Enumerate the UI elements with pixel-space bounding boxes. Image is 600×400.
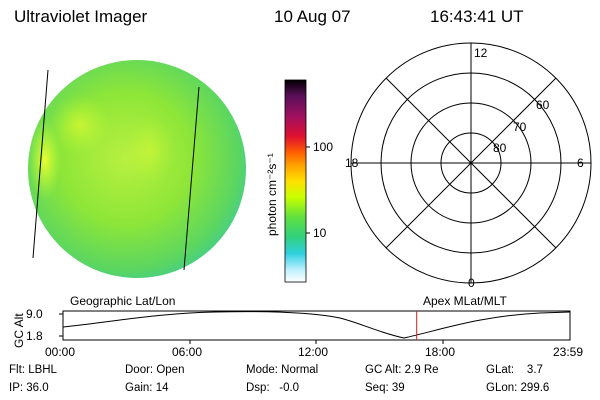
instrument-title: Ultraviolet Imager [14, 7, 148, 26]
timeline-x-tick: 18:00 [425, 345, 456, 359]
colorbar-unit-label: photon cm⁻²s⁻¹ [265, 153, 279, 236]
timeline-y-tick-9: 9.0 [26, 307, 43, 321]
geographic-label: Geographic Lat/Lon [70, 294, 176, 308]
timeline-y-tick-1-8: 1.8 [26, 329, 43, 343]
colorbar-tick-10: 10 [313, 226, 327, 240]
image-time: 16:43:41 UT [430, 7, 524, 26]
timeline-axis-title: GC Alt [12, 313, 26, 348]
info-gc-alt: GC Alt: 2.9 Re [365, 364, 439, 376]
info-gain: Gain: 14 [125, 382, 169, 394]
timeline-x-tick: 23:59 [553, 345, 584, 359]
info-seq: Seq: 39 [365, 382, 405, 394]
timeline-plot [59, 310, 571, 344]
apex-label: Apex MLat/MLT [423, 294, 507, 308]
limb-brightening [29, 120, 61, 200]
terminator-line-right [183, 86, 200, 271]
colorbar [284, 79, 310, 283]
info-glat: GLat: 3.7 [486, 364, 543, 376]
colorbar-tick-100: 100 [313, 140, 334, 154]
altitude-curve [62, 311, 571, 339]
info-filter: Flt: LBHL [9, 364, 57, 376]
mlt-label-0: 0 [468, 276, 475, 290]
info-glon: GLon: 299.6 [486, 382, 550, 394]
image-date: 10 Aug 07 [274, 7, 351, 26]
info-door: Door: Open [125, 364, 185, 376]
lat-label-60: 60 [536, 98, 550, 112]
terminator-line-left [32, 69, 49, 259]
bright-patch [125, 115, 175, 185]
timeline-x-tick: 00:00 [45, 345, 76, 359]
timeline-x-tick: 06:00 [172, 345, 203, 359]
info-mode: Mode: Normal [246, 364, 319, 376]
timeline-x-tick: 12:00 [298, 345, 329, 359]
lat-label-80: 80 [493, 141, 507, 155]
polar-grid [350, 42, 592, 284]
mlt-label-6: 6 [577, 156, 584, 170]
lat-label-70: 70 [513, 120, 527, 134]
mlt-label-12: 12 [474, 46, 488, 60]
info-dsp: Dsp: -0.0 [246, 382, 300, 394]
info-ip: IP: 36.0 [9, 382, 49, 394]
mlt-label-18: 18 [345, 156, 359, 170]
bright-patch [50, 95, 110, 155]
